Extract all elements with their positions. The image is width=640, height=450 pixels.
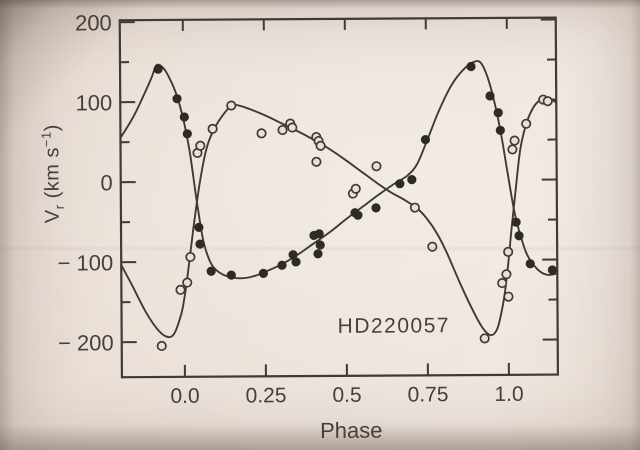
data-point-open-circle [521, 118, 532, 129]
data-point-filled-circle [258, 268, 268, 278]
data-point-filled-circle [420, 134, 431, 145]
data-point-filled-circle [495, 125, 505, 135]
x-tick-label: 0.5 [332, 384, 361, 407]
data-point-filled-circle [206, 266, 216, 276]
chart-title: HD220057 [337, 314, 451, 338]
data-point-filled-circle [182, 129, 192, 139]
data-point-filled-circle [179, 112, 189, 122]
data-point-open-circle [479, 333, 490, 344]
y-tick-label: − 100 [57, 250, 113, 275]
data-point-open-circle [507, 144, 518, 155]
data-point-filled-circle [395, 179, 405, 189]
data-point-open-circle [277, 124, 288, 136]
data-point-open-circle [256, 128, 267, 139]
y-axis-label: Vr (km s−1) [38, 124, 67, 224]
data-point-open-circle [182, 277, 193, 288]
data-point-open-circle [409, 202, 420, 213]
y-tick-label: − 200 [58, 330, 114, 355]
data-point-open-circle [156, 340, 167, 352]
data-point-open-circle [207, 123, 218, 134]
data-point-open-circle [497, 278, 508, 289]
data-point-filled-circle [172, 94, 182, 104]
data-point-filled-circle [493, 108, 503, 118]
data-point-open-circle [311, 156, 322, 167]
data-point-filled-circle [288, 250, 298, 260]
data-point-open-circle [287, 122, 298, 133]
data-point-filled-circle [547, 265, 557, 275]
data-point-open-circle [175, 284, 186, 295]
data-point-open-circle [427, 241, 438, 252]
y-tick-label: 0 [100, 170, 112, 195]
data-point-filled-circle [514, 231, 524, 241]
data-point-open-circle [542, 96, 553, 107]
data-point-filled-circle [466, 61, 476, 72]
data-point-open-circle [195, 140, 206, 151]
data-point-filled-circle [195, 239, 205, 249]
data-point-open-circle [509, 135, 520, 146]
data-point-filled-circle [485, 91, 495, 101]
data-point-filled-circle [153, 64, 163, 74]
x-tick-label: 0.25 [246, 384, 287, 407]
data-point-filled-circle [314, 229, 324, 239]
data-point-filled-circle [407, 175, 417, 185]
data-point-filled-circle [371, 203, 381, 213]
x-tick-label: 0.75 [408, 383, 449, 406]
data-point-filled-circle [315, 240, 325, 250]
x-tick-label: 0.0 [170, 385, 199, 408]
data-point-open-circle [226, 100, 237, 111]
x-axis-label: Phase [319, 417, 383, 444]
data-point-filled-circle [277, 260, 287, 270]
data-point-filled-circle [525, 259, 535, 269]
data-point-open-circle [503, 246, 514, 257]
y-tick-label: 200 [75, 10, 112, 35]
data-point-open-circle [185, 251, 196, 263]
data-point-filled-circle [291, 257, 301, 267]
y-tick-label: 100 [75, 90, 112, 115]
data-point-open-circle [350, 183, 361, 194]
data-point-filled-circle [226, 270, 236, 280]
plot-frame [118, 16, 560, 379]
data-point-open-circle [371, 161, 382, 172]
data-point-filled-circle [511, 217, 521, 227]
data-point-filled-circle [353, 210, 363, 220]
data-point-filled-circle [313, 249, 323, 259]
x-tick-label: 1.0 [494, 383, 523, 406]
data-point-open-circle [501, 269, 512, 280]
data-point-open-circle [315, 140, 326, 151]
data-point-filled-circle [194, 222, 204, 232]
data-point-open-circle [503, 291, 514, 302]
